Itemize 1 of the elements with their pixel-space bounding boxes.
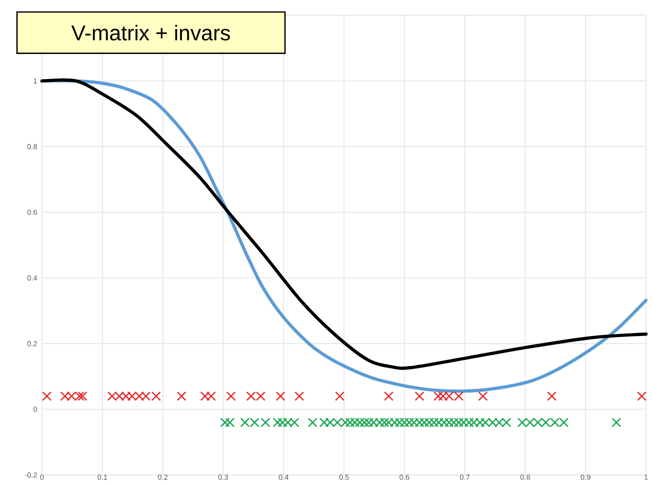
chart-title: V-matrix + invars (71, 24, 230, 40)
